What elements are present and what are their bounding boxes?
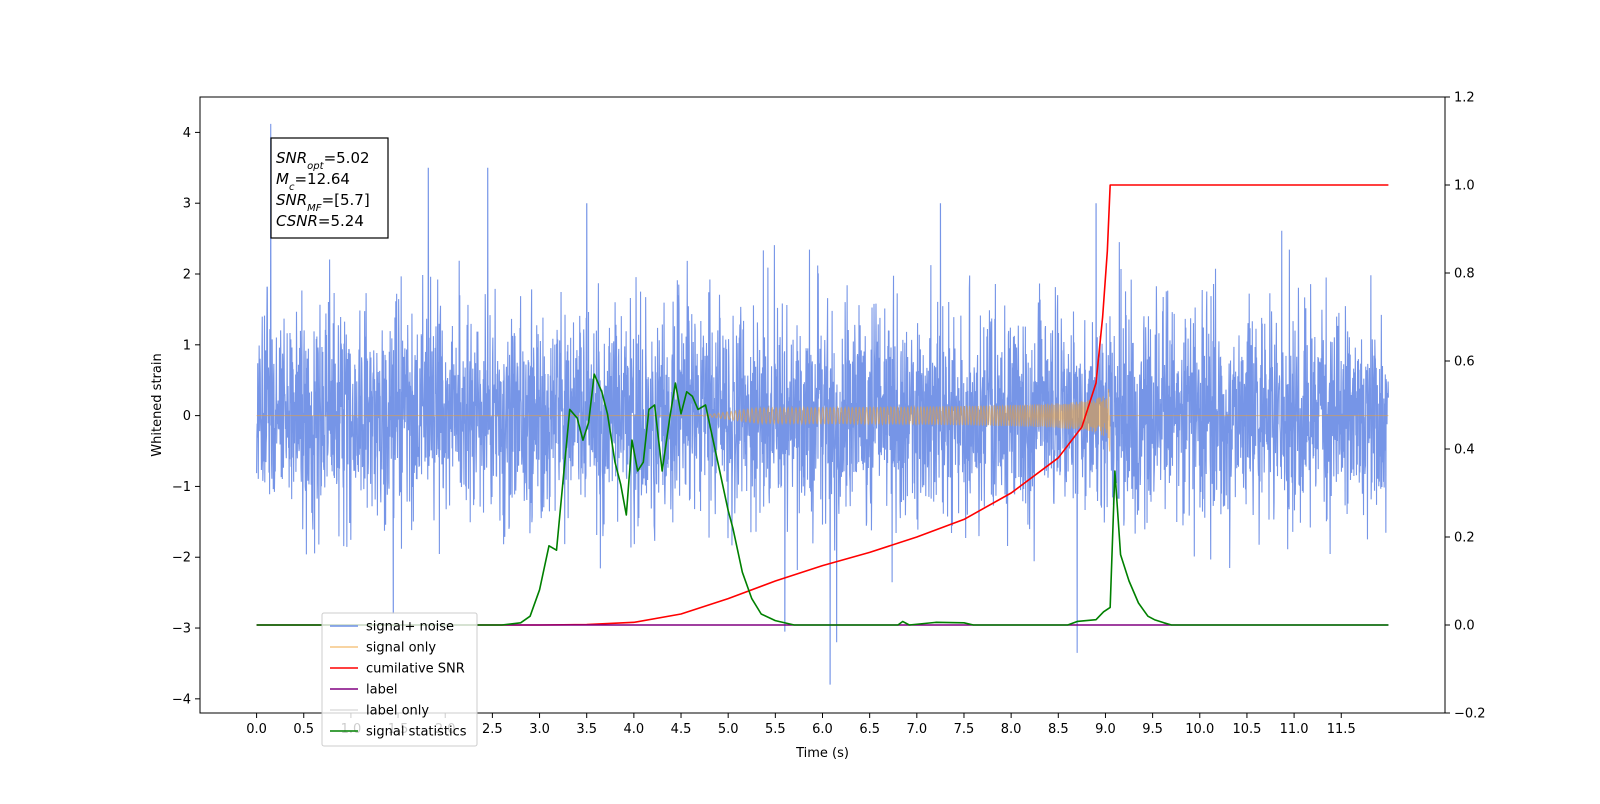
x-tick-label: 9.0 (1095, 722, 1116, 737)
x-tick-label: 7.5 (954, 722, 975, 737)
y-left-tick-label: −1 (172, 480, 191, 495)
annotation-snr-mf: SNRMF=[5.7] (276, 191, 370, 214)
x-tick-label: 10.0 (1185, 722, 1214, 737)
x-tick-label: 5.0 (718, 722, 739, 737)
legend-label: signal only (366, 641, 436, 656)
y-left-tick-label: −4 (172, 692, 191, 707)
x-tick-label: 6.5 (859, 722, 880, 737)
x-tick-label: 3.5 (576, 722, 597, 737)
y-left-tick-label: −3 (172, 622, 191, 637)
legend-label: signal statistics (366, 725, 467, 740)
y-left-tick-label: −2 (172, 551, 191, 566)
plot-area (256, 123, 1389, 685)
x-tick-label: 6.0 (812, 722, 833, 737)
y-right-tick-label: 1.0 (1454, 179, 1475, 194)
x-tick-label: 10.5 (1232, 722, 1261, 737)
legend-label: cumilative SNR (366, 662, 465, 677)
x-tick-label: 5.5 (765, 722, 786, 737)
legend-box (321, 612, 478, 747)
stats-annotation: SNRopt=5.02 Mc=12.64 SNRMF=[5.7] CSNR=5.… (270, 137, 389, 239)
y-left-tick-label: 2 (183, 268, 191, 283)
x-tick-label: 11.5 (1327, 722, 1356, 737)
y-left-tick-label: 1 (183, 338, 191, 353)
series-signal-noise-line (256, 123, 1389, 685)
y-left-tick-label: 3 (183, 197, 191, 212)
x-tick-label: 0.5 (293, 722, 314, 737)
legend-label: signal+ noise (366, 620, 454, 635)
x-tick-label: 4.5 (671, 722, 692, 737)
x-tick-label: 7.0 (906, 722, 927, 737)
x-tick-label: 8.0 (1001, 722, 1022, 737)
x-tick-label: 3.0 (529, 722, 550, 737)
y-right-tick-label: 0.4 (1454, 443, 1475, 458)
y-right-tick-label: 0.0 (1454, 619, 1475, 634)
annotation-box (270, 137, 389, 239)
y-right-tick-label: 0.6 (1454, 355, 1475, 370)
x-tick-label: 4.0 (624, 722, 645, 737)
annotation-snr-opt: SNRopt=5.02 (276, 149, 370, 172)
x-axis-label: Time (s) (795, 746, 849, 761)
x-tick-label: 8.5 (1048, 722, 1069, 737)
y-left-tick-label: 0 (183, 409, 191, 424)
x-tick-label: 0.0 (246, 722, 267, 737)
y-right-tick-label: 1.2 (1454, 91, 1475, 106)
y-right-tick-label: 0.2 (1454, 531, 1475, 546)
series-cumilative-snr-line (256, 184, 1389, 626)
x-tick-label: 2.5 (482, 722, 503, 737)
y-left-tick-label: 4 (183, 126, 191, 141)
annotation-chirp-mass: Mc=12.64 (276, 170, 350, 193)
legend-label: label (366, 683, 397, 698)
annotation-csnr: CSNR=5.24 (276, 212, 364, 230)
x-tick-label: 11.0 (1280, 722, 1309, 737)
y-right-tick-label: 0.8 (1454, 267, 1475, 282)
x-tick-label: 9.5 (1142, 722, 1163, 737)
y-axis-label: Whitened strain (150, 353, 165, 456)
legend-label: label only (366, 704, 429, 719)
plot-series-group (256, 123, 1389, 685)
series-signal-only-line (256, 389, 1389, 452)
series-signal-statistics-line (256, 373, 1389, 626)
legend: signal+ noise signal only cumilative SNR la… (321, 612, 478, 747)
y-right-tick-label: −0.2 (1454, 707, 1486, 722)
